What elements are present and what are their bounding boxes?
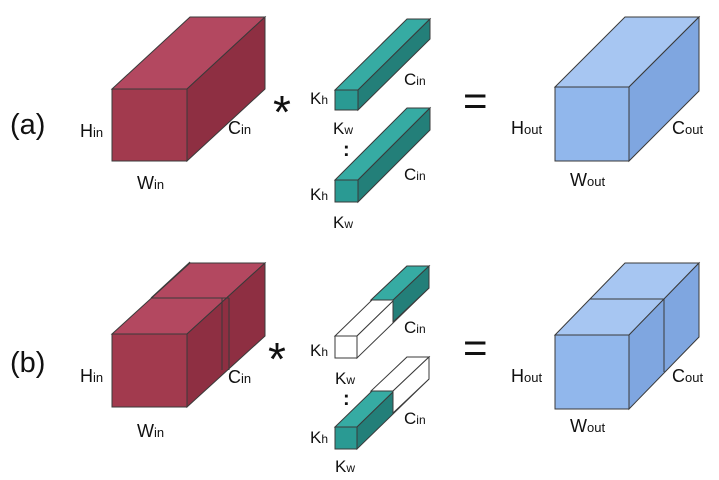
panel-b-kernel1-empty-front (334, 335, 358, 359)
panel-b-kernel1-h-label: Kh (310, 341, 328, 360)
panel-b-output-c-label: Cout (672, 366, 703, 386)
panel-a-input-w-label: Win (137, 173, 164, 193)
panel-b-kernel2-w-label: Kw (335, 457, 355, 476)
panel-a-output-c-label: Cout (672, 118, 703, 138)
panel-a-input-c-label: Cin (228, 118, 251, 138)
panel-a-tag: (a) (10, 109, 45, 141)
panel-a-kernel-ellipsis: : (343, 139, 350, 161)
panel-a-output-h-label: Hout (511, 118, 542, 138)
panel-b-kernel-ellipsis: : (343, 388, 350, 410)
panel-a-kernel2-h-label: Kh (310, 185, 328, 204)
panel-a-input-h-label: Hin (80, 121, 103, 141)
panel-b-kernel2-filled-front (334, 426, 358, 450)
panel-a-kernel1-h-label: Kh (310, 89, 328, 108)
panel-b-input-c-label: Cin (228, 367, 251, 387)
panel-a-kernel2-c-label: Cin (404, 165, 426, 184)
panel-a-kernel1-w-label: Kw (333, 119, 353, 138)
panel-b: (b) Hin Cin Win * Kh Cin Kw : Kh Cin Kw … (10, 318, 703, 476)
panel-a-conv-operator: * (273, 86, 291, 138)
panel-b-kernel2-h-label: Kh (310, 428, 328, 447)
panel-a-output-w-label: Wout (570, 170, 605, 190)
panel-a-input-block-front (111, 88, 188, 162)
panel-a-kernel1-front (334, 89, 359, 111)
panel-a-output-block-front (554, 86, 630, 162)
panel-b-kernel2-c-label: Cin (404, 409, 426, 428)
panel-b-input-h-label: Hin (80, 366, 103, 386)
panel-b-conv-operator: * (268, 333, 286, 385)
panel-a-equals: = (463, 77, 488, 124)
panel-b-output-block-front (554, 334, 630, 410)
panel-b-input-top-divider-2 (150, 261, 191, 299)
panel-b-kernel1-filled-top-face (369, 265, 431, 301)
panel-b-kernel2-empty-side (392, 355, 430, 415)
panel-b-output-w-label: Wout (570, 416, 605, 436)
panel-b-output-h-label: Hout (511, 366, 542, 386)
panel-a-kernel1-c-label: Cin (404, 70, 426, 89)
panel-b-input-block-front (111, 333, 188, 408)
panel-b-tag: (b) (10, 347, 45, 379)
panel-a-kernel2-w-label: Kw (333, 213, 353, 232)
panel-b-kernel1-c-label: Cin (404, 318, 426, 337)
panel-a-kernel2-front (334, 179, 359, 203)
panel-b-input-w-label: Win (137, 421, 164, 441)
panel-b-kernel1-w-label: Kw (335, 369, 355, 388)
panel-a: (a) Hin Cin Win * Kh Cin Kw : Kh Cin Kw … (10, 70, 703, 232)
panel-b-equals: = (463, 324, 488, 371)
